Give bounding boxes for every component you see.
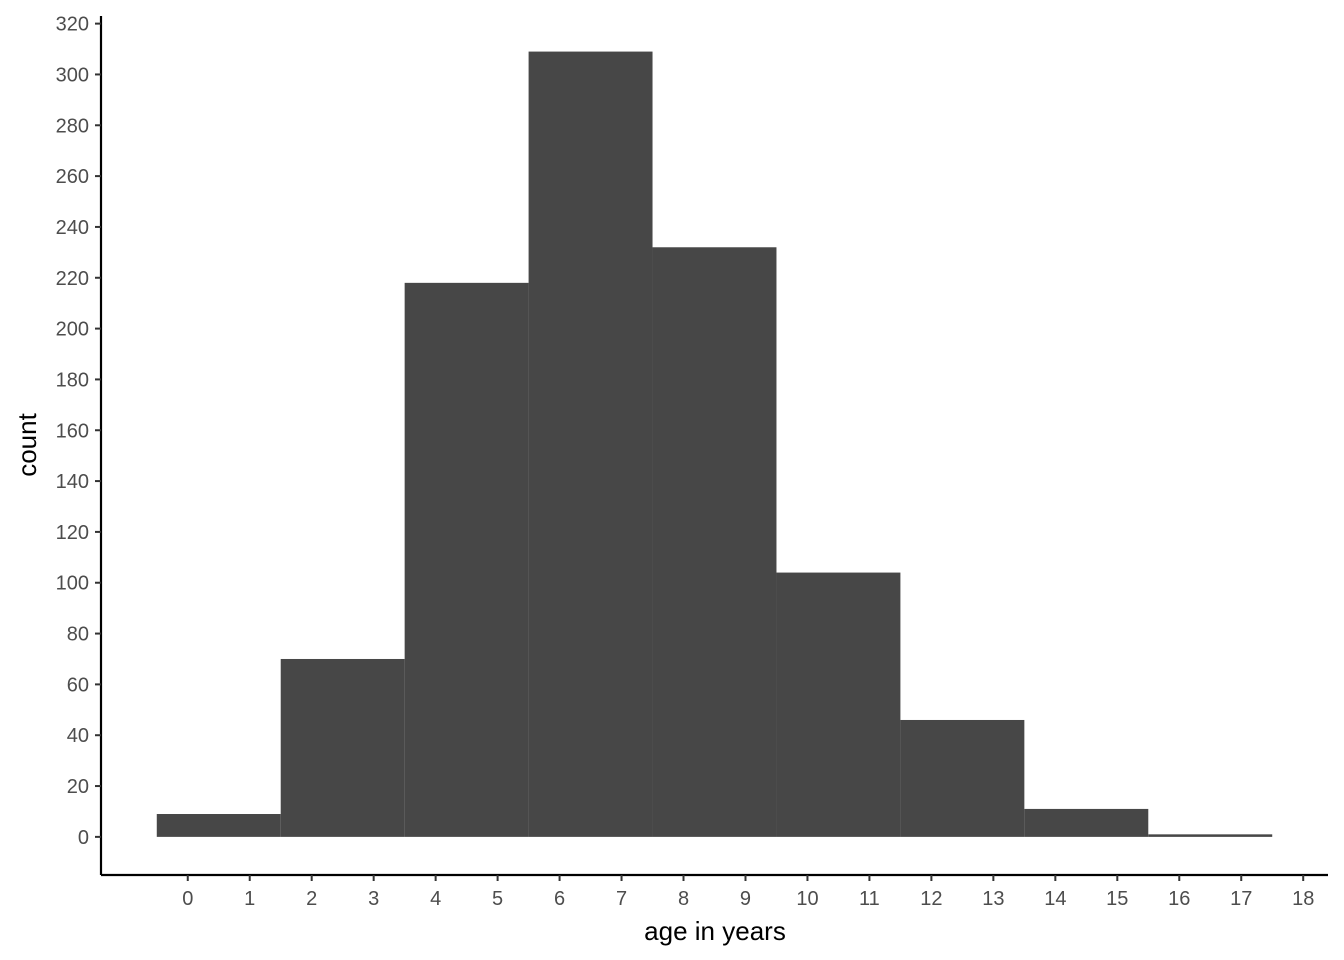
histogram-bar-8 [1148, 834, 1273, 837]
y-tick-label: 160 [56, 420, 89, 442]
x-tick-label: 10 [796, 888, 818, 910]
y-tick-label: 40 [67, 725, 89, 747]
y-tick-label: 0 [78, 827, 89, 849]
histogram-bars [156, 51, 1273, 837]
x-tick-label: 12 [920, 888, 942, 910]
y-tick-label: 20 [67, 776, 89, 798]
y-tick-label: 280 [56, 115, 89, 137]
x-tick-label: 0 [182, 888, 193, 910]
histogram-bar-3 [528, 51, 653, 837]
y-tick-label: 260 [56, 166, 89, 188]
y-tick-label: 100 [56, 573, 89, 595]
x-tick-label: 17 [1230, 888, 1252, 910]
x-axis: 0 1 2 3 4 5 6 7 8 9 10 11 12 13 14 15 16 17 18 [101, 873, 1328, 910]
y-tick-label: 60 [67, 674, 89, 696]
histogram-bar-4 [652, 247, 777, 837]
y-tick-label: 140 [56, 471, 89, 493]
x-tick-label: 14 [1044, 888, 1066, 910]
x-tick-label: 18 [1292, 888, 1314, 910]
y-tick-label: 320 [56, 14, 89, 36]
y-tick-label: 80 [67, 624, 89, 646]
x-tick-label: 9 [740, 888, 751, 910]
x-tick-label: 3 [368, 888, 379, 910]
histogram-bar-2 [404, 282, 529, 837]
histogram-bar-1 [280, 658, 405, 837]
histogram-bar-6 [900, 719, 1025, 837]
x-tick-label: 4 [430, 888, 441, 910]
y-tick-label: 220 [56, 268, 89, 290]
y-axis: 0 20 40 60 80 100 120 140 160 180 200 220 240 260 280 3… [56, 14, 103, 875]
y-tick-label: 240 [56, 217, 89, 239]
x-tick-label: 6 [554, 888, 565, 910]
x-tick-label: 13 [982, 888, 1004, 910]
x-tick-label: 8 [678, 888, 689, 910]
y-axis-title: count [12, 412, 42, 476]
x-tick-label: 2 [306, 888, 317, 910]
x-tick-label: 5 [492, 888, 503, 910]
x-tick-label: 15 [1106, 888, 1128, 910]
y-tick-label: 300 [56, 64, 89, 86]
histogram-bar-0 [156, 814, 281, 837]
histogram-bar-7 [1024, 808, 1149, 837]
histogram-bar-5 [776, 572, 901, 837]
y-tick-label: 120 [56, 522, 89, 544]
x-tick-label: 16 [1168, 888, 1190, 910]
y-tick-label: 180 [56, 369, 89, 391]
x-tick-label: 11 [859, 888, 880, 910]
y-tick-label: 200 [56, 319, 89, 341]
x-axis-title: age in years [644, 916, 786, 946]
x-tick-label: 7 [616, 888, 627, 910]
x-tick-label: 1 [244, 888, 255, 910]
